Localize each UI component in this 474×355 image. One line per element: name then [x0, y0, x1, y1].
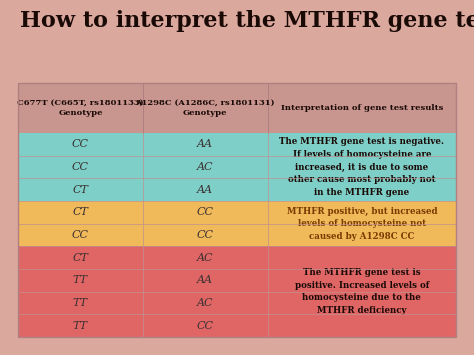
Bar [143, 269, 268, 292]
Bar [143, 178, 268, 201]
Bar [18, 201, 143, 224]
Bar [18, 314, 143, 337]
Text: MTHFR positive, but increased
levels of homocysteine not
caused by A1298C CC: MTHFR positive, but increased levels of … [286, 207, 437, 241]
Bar [143, 246, 268, 269]
Bar [143, 314, 268, 337]
Bar [143, 133, 268, 155]
Text: TT: TT [73, 321, 88, 331]
Text: CC: CC [197, 230, 214, 240]
Bar [268, 133, 456, 201]
Text: The MTHFR gene test is negative.
If levels of homocysteine are
increased, it is : The MTHFR gene test is negative. If leve… [279, 137, 444, 197]
Text: CC: CC [197, 207, 214, 217]
Text: C677T (C665T, rs1801133)
Genotype: C677T (C665T, rs1801133) Genotype [17, 99, 144, 116]
Text: AA: AA [197, 185, 213, 195]
Text: A1298C (A1286C, rs1801131)
Genotype: A1298C (A1286C, rs1801131) Genotype [136, 99, 275, 116]
Bar [268, 201, 456, 246]
Text: TT: TT [73, 275, 88, 285]
Text: CC: CC [72, 162, 89, 172]
Bar [268, 246, 456, 337]
Bar [18, 292, 143, 314]
Text: How to interpret the MTHFR gene testing: How to interpret the MTHFR gene testing [20, 10, 474, 32]
Text: Interpretation of gene test results: Interpretation of gene test results [281, 104, 443, 112]
Bar [18, 83, 456, 337]
Text: CT: CT [73, 185, 88, 195]
Text: CT: CT [73, 207, 88, 217]
Text: TT: TT [73, 298, 88, 308]
Text: AC: AC [197, 162, 213, 172]
Text: AC: AC [197, 253, 213, 263]
Bar [143, 155, 268, 178]
Text: AA: AA [197, 275, 213, 285]
Bar [143, 201, 268, 224]
Text: CC: CC [72, 230, 89, 240]
Text: AA: AA [197, 139, 213, 149]
Text: CC: CC [197, 321, 214, 331]
Bar [18, 269, 143, 292]
Text: CC: CC [72, 139, 89, 149]
Bar [143, 224, 268, 246]
Bar [18, 246, 143, 269]
Bar [18, 155, 143, 178]
Text: AC: AC [197, 298, 213, 308]
Bar [18, 224, 143, 246]
Bar [143, 292, 268, 314]
Bar [18, 178, 143, 201]
Bar [18, 133, 143, 155]
Bar [18, 83, 456, 133]
Text: The MTHFR gene test is
positive. Increased levels of
homocysteine due to the
MTH: The MTHFR gene test is positive. Increas… [295, 268, 429, 315]
Text: CT: CT [73, 253, 88, 263]
